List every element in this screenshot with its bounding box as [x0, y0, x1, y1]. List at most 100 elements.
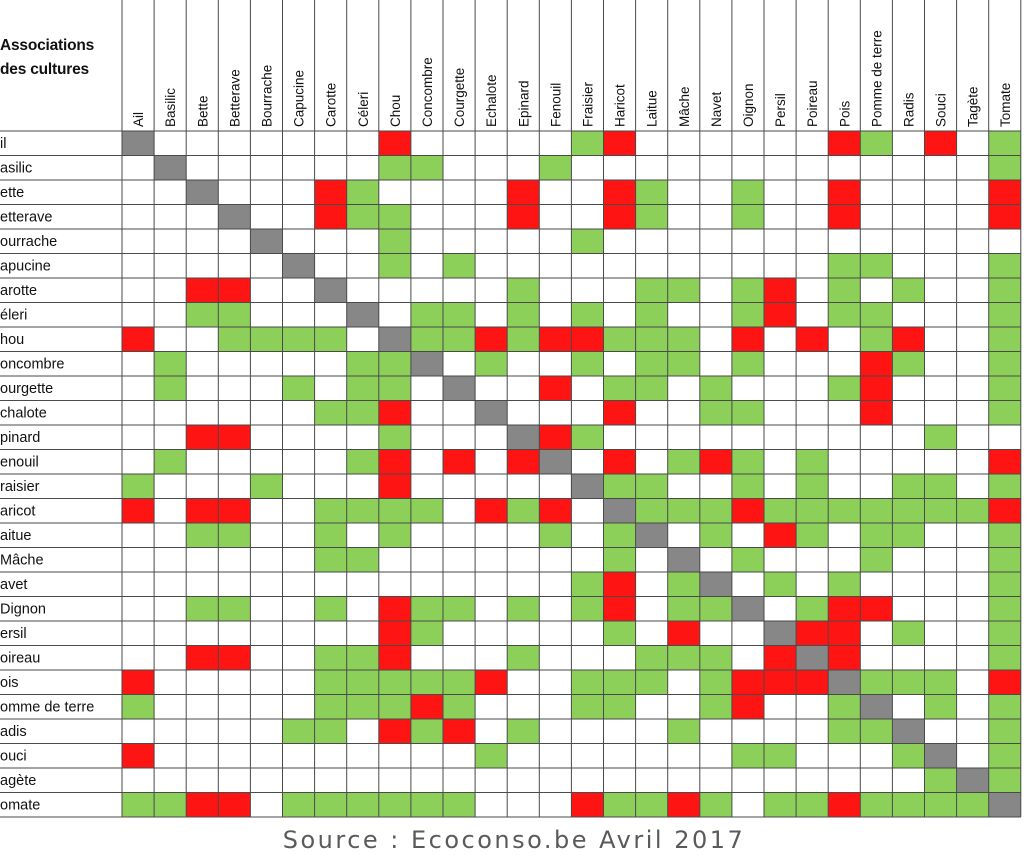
column-label-4: Bourrache [259, 65, 274, 127]
matrix-cell-21-18 [699, 645, 732, 670]
matrix-cell-22-10 [443, 670, 476, 695]
matrix-cell-3-3 [218, 204, 251, 229]
matrix-cell-8-9 [410, 327, 443, 352]
matrix-cell-6-3 [218, 278, 251, 303]
matrix-cell-25-20 [764, 743, 797, 768]
matrix-cell-16-3 [218, 523, 251, 548]
matrix-cell-16-20 [764, 523, 797, 548]
matrix-cell-15-24 [892, 498, 925, 523]
matrix-cell-9-24 [892, 351, 925, 376]
matrix-cell-17-15 [603, 547, 636, 572]
matrix-cell-14-24 [892, 474, 925, 499]
matrix-cell-20-27 [988, 621, 1021, 646]
matrix-cell-22-8 [378, 670, 411, 695]
matrix-cell-7-10 [443, 302, 476, 327]
matrix-cell-19-15 [603, 596, 636, 621]
matrix-cell-23-10 [443, 694, 476, 719]
matrix-cell-18-18 [699, 572, 732, 597]
matrix-cell-11-23 [860, 400, 893, 425]
matrix-cell-24-5 [282, 719, 315, 744]
matrix-cell-24-8 [378, 719, 411, 744]
matrix-cell-5-10 [443, 253, 476, 278]
matrix-cell-18-27 [988, 572, 1021, 597]
matrix-cell-19-22 [828, 596, 861, 621]
matrix-cell-8-0 [122, 327, 155, 352]
matrix-cell-13-7 [346, 449, 379, 474]
matrix-cell-21-8 [378, 645, 411, 670]
matrix-cell-9-8 [378, 351, 411, 376]
matrix-cell-7-23 [860, 302, 893, 327]
matrix-cell-15-25 [924, 498, 957, 523]
matrix-cell-12-3 [218, 425, 251, 450]
matrix-cell-15-19 [731, 498, 764, 523]
row-label-1: asilic [0, 161, 32, 177]
matrix-cell-6-20 [764, 278, 797, 303]
matrix-cell-27-17 [667, 792, 700, 817]
matrix-cell-19-9 [410, 596, 443, 621]
column-label-26: Tagète [966, 86, 981, 127]
matrix-cell-21-22 [828, 645, 861, 670]
matrix-cell-0-14 [571, 131, 604, 156]
matrix-cell-21-16 [635, 645, 668, 670]
matrix-cell-21-21 [796, 645, 829, 670]
matrix-cell-27-20 [764, 792, 797, 817]
matrix-cell-0-15 [603, 131, 636, 156]
matrix-cell-24-27 [988, 719, 1021, 744]
column-label-21: Poireau [805, 80, 820, 127]
matrix-cell-26-27 [988, 768, 1021, 793]
matrix-cell-14-15 [603, 474, 636, 499]
matrix-cell-19-18 [699, 596, 732, 621]
matrix-cell-16-18 [699, 523, 732, 548]
row-label-8: hou [0, 332, 24, 348]
matrix-cell-16-21 [796, 523, 829, 548]
matrix-cell-8-27 [988, 327, 1021, 352]
matrix-cell-12-25 [924, 425, 957, 450]
matrix-cell-15-18 [699, 498, 732, 523]
matrix-cell-19-3 [218, 596, 251, 621]
matrix-cell-0-22 [828, 131, 861, 156]
matrix-cell-21-7 [346, 645, 379, 670]
column-label-14: Fraisier [580, 81, 595, 127]
matrix-cell-27-2 [186, 792, 219, 817]
column-label-24: Radis [901, 92, 916, 127]
matrix-cell-27-5 [282, 792, 315, 817]
matrix-cell-22-22 [828, 670, 861, 695]
matrix-cell-13-15 [603, 449, 636, 474]
matrix-cell-25-25 [924, 743, 957, 768]
row-label-19: Dignon [0, 602, 46, 618]
row-label-3: etterave [0, 210, 52, 226]
matrix-cell-6-27 [988, 278, 1021, 303]
matrix-cell-18-20 [764, 572, 797, 597]
matrix-cell-19-17 [667, 596, 700, 621]
matrix-cell-21-20 [764, 645, 797, 670]
matrix-cell-8-16 [635, 327, 668, 352]
matrix-cell-7-12 [507, 302, 540, 327]
matrix-cell-19-6 [314, 596, 347, 621]
matrix-cell-15-23 [860, 498, 893, 523]
row-label-15: aricot [0, 504, 35, 520]
matrix-cell-27-16 [635, 792, 668, 817]
matrix-cell-20-8 [378, 621, 411, 646]
source-caption: Source : Ecoconso.be Avril 2017 [282, 826, 746, 854]
matrix-cell-15-26 [956, 498, 989, 523]
matrix-cell-11-19 [731, 400, 764, 425]
matrix-cell-18-22 [828, 572, 861, 597]
matrix-cell-21-3 [218, 645, 251, 670]
row-label-9: oncombre [0, 357, 64, 373]
matrix-cell-15-3 [218, 498, 251, 523]
matrix-cell-22-15 [603, 670, 636, 695]
matrix-cell-23-23 [860, 694, 893, 719]
matrix-cell-3-27 [988, 204, 1021, 229]
matrix-cell-8-17 [667, 327, 700, 352]
matrix-cell-9-23 [860, 351, 893, 376]
matrix-cell-27-3 [218, 792, 251, 817]
matrix-cell-8-8 [378, 327, 411, 352]
matrix-cell-2-15 [603, 180, 636, 205]
matrix-cell-15-9 [410, 498, 443, 523]
matrix-cell-27-14 [571, 792, 604, 817]
matrix-cell-21-2 [186, 645, 219, 670]
matrix-cell-8-3 [218, 327, 251, 352]
matrix-cell-17-17 [667, 547, 700, 572]
matrix-cell-14-25 [924, 474, 957, 499]
